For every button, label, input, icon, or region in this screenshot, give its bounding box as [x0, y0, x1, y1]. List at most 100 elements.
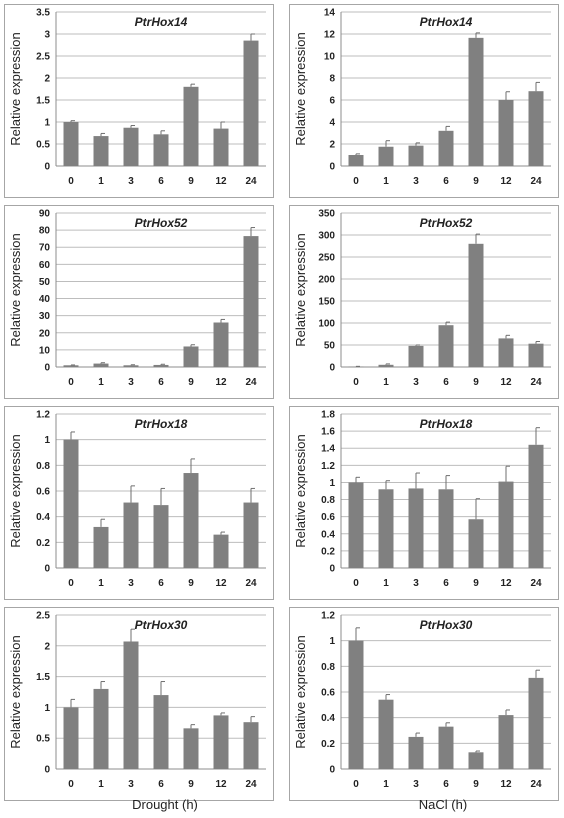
y-tick-label: 0.8 — [36, 461, 50, 472]
x-tick-label: 0 — [68, 578, 74, 589]
bar-6 — [438, 325, 454, 367]
chart-panel-ptrhox30-nacl: 0 0.2 0.4 0.6 0.8 1 1.2 0 1 3 6 9 12 24 PtrHox30 Relati… — [289, 607, 559, 801]
x-tick-label: 6 — [443, 578, 449, 589]
y-tick-label: 0 — [44, 564, 50, 575]
x-tick-label: 0 — [68, 779, 74, 790]
y-tick-label: 0 — [329, 363, 335, 374]
y-tick-label: 0.6 — [36, 487, 50, 498]
x-axis-title-nacl: NaCl (h) — [418, 797, 468, 812]
y-tick-label: 1.5 — [36, 96, 50, 107]
y-axis-title: Relative expression — [293, 434, 308, 547]
bar-9 — [468, 37, 484, 166]
bar-chart: 0 0.2 0.4 0.6 0.8 1 1.2 1.4 1.6 1.8 0 1 3 6 9 12 24 PtrHo… — [289, 406, 559, 600]
y-tick-label: 1.8 — [321, 410, 335, 421]
y-tick-label: 1.2 — [321, 611, 335, 622]
y-tick-label: 80 — [39, 226, 51, 237]
bar-6 — [153, 505, 169, 568]
x-tick-label: 3 — [128, 176, 134, 187]
x-tick-label: 1 — [383, 176, 389, 187]
y-tick-label: 0.6 — [321, 688, 335, 699]
x-tick-label: 24 — [530, 377, 542, 388]
y-tick-label: 3 — [44, 30, 50, 41]
bar-3 — [408, 345, 424, 367]
bar-9 — [183, 473, 199, 568]
bar-chart: 0 10 20 30 40 50 60 70 80 90 0 1 3 6 9 12 24 PtrHox52 Rela… — [4, 205, 274, 399]
x-tick-label: 24 — [245, 377, 257, 388]
y-tick-label: 200 — [318, 275, 335, 286]
bar-3 — [123, 365, 139, 367]
y-tick-label: 6 — [329, 96, 335, 107]
chart-border — [289, 4, 559, 198]
y-tick-label: 0 — [44, 162, 50, 173]
x-tick-label: 1 — [98, 578, 104, 589]
chart-title: PtrHox14 — [420, 15, 473, 29]
x-tick-label: 6 — [158, 578, 164, 589]
chart-title: PtrHox52 — [135, 216, 188, 230]
y-tick-label: 10 — [324, 52, 336, 63]
x-tick-label: 3 — [128, 779, 134, 790]
x-tick-label: 9 — [473, 377, 479, 388]
chart-panel-ptrhox52-drought: 0 10 20 30 40 50 60 70 80 90 0 1 3 6 9 12 24 PtrHox52 Rela… — [4, 205, 274, 399]
chart-panel-ptrhox14-nacl: 0 2 4 6 8 10 12 14 0 1 3 6 9 12 24 PtrHox14 Relative exp… — [289, 4, 559, 198]
bar-0 — [348, 640, 364, 769]
bar-3 — [408, 145, 424, 166]
bar-6 — [153, 364, 169, 367]
bar-9 — [468, 243, 484, 367]
y-tick-label: 2 — [44, 641, 50, 652]
chart-title: PtrHox30 — [135, 618, 188, 632]
x-tick-label: 24 — [245, 176, 257, 187]
bar-0 — [63, 439, 79, 568]
chart-border — [289, 205, 559, 399]
x-tick-label: 3 — [128, 377, 134, 388]
x-tick-label: 12 — [215, 779, 227, 790]
x-tick-label: 9 — [188, 377, 194, 388]
y-tick-label: 70 — [39, 243, 51, 254]
x-axis-title-drought: Drought (h) — [132, 797, 198, 812]
chart-border — [4, 205, 274, 399]
y-tick-label: 1 — [44, 703, 50, 714]
x-tick-label: 12 — [500, 377, 512, 388]
x-tick-label: 6 — [158, 377, 164, 388]
bar-3 — [123, 502, 139, 568]
x-tick-label: 12 — [500, 176, 512, 187]
y-axis-title: Relative expression — [293, 233, 308, 346]
bar-1 — [378, 146, 394, 166]
bar-9 — [183, 346, 199, 367]
bar-6 — [438, 726, 454, 769]
y-tick-label: 50 — [39, 277, 51, 288]
y-tick-label: 0.6 — [321, 512, 335, 523]
y-tick-label: 0.8 — [321, 662, 335, 673]
y-tick-label: 100 — [318, 319, 335, 330]
x-tick-label: 9 — [188, 578, 194, 589]
x-tick-label: 6 — [443, 779, 449, 790]
x-tick-label: 24 — [245, 578, 257, 589]
chart-panel-ptrhox18-drought: 0 0.2 0.4 0.6 0.8 1 1.2 0 1 3 6 9 12 24 PtrHox18 Relati… — [4, 406, 274, 600]
bar-24 — [243, 236, 259, 367]
y-tick-label: 12 — [324, 30, 336, 41]
x-tick-label: 1 — [98, 176, 104, 187]
chart-border — [4, 406, 274, 600]
bar-12 — [498, 481, 514, 568]
bar-24 — [243, 502, 259, 568]
y-tick-label: 1.5 — [36, 672, 50, 683]
y-tick-label: 40 — [39, 294, 51, 305]
bar-24 — [528, 343, 544, 367]
x-tick-label: 3 — [413, 779, 419, 790]
bar-6 — [153, 695, 169, 769]
bar-9 — [183, 86, 199, 166]
chart-panel-ptrhox18-nacl: 0 0.2 0.4 0.6 0.8 1 1.2 1.4 1.6 1.8 0 1 3 6 9 12 24 PtrHo… — [289, 406, 559, 600]
y-tick-label: 300 — [318, 231, 335, 242]
bar-6 — [438, 130, 454, 166]
y-tick-label: 4 — [329, 118, 335, 129]
bar-0 — [348, 155, 364, 166]
x-tick-label: 6 — [443, 176, 449, 187]
y-tick-label: 2.5 — [36, 611, 50, 622]
bar-12 — [498, 338, 514, 367]
y-tick-label: 0.4 — [321, 529, 335, 540]
bar-0 — [63, 365, 79, 367]
bar-1 — [93, 136, 109, 166]
y-tick-label: 1.6 — [321, 427, 335, 438]
bar-chart: 0 0.2 0.4 0.6 0.8 1 1.2 0 1 3 6 9 12 24 PtrHox18 Relati… — [4, 406, 274, 600]
x-tick-label: 3 — [128, 578, 134, 589]
bar-24 — [528, 91, 544, 166]
